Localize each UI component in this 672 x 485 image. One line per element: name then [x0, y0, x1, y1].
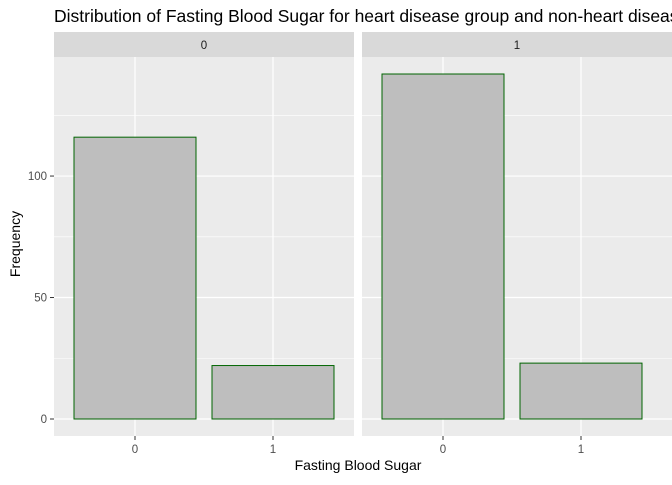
x-tick-label: 0	[440, 444, 446, 456]
y-axis-label: Frequency	[7, 211, 23, 277]
y-tick-label: 50	[34, 293, 47, 305]
facet-strip-label: 0	[201, 40, 207, 52]
bar-0-0	[73, 136, 197, 420]
y-tick-label: 100	[28, 171, 47, 183]
y-tick-label: 0	[41, 414, 47, 426]
bar-0-1	[211, 365, 335, 420]
x-tick-label: 1	[270, 444, 276, 456]
facet-strip	[54, 32, 354, 57]
x-tick-label: 0	[132, 444, 138, 456]
facet-strip	[362, 32, 672, 57]
x-axis-label: Fasting Blood Sugar	[295, 457, 422, 473]
y-axis: 0 50 100	[28, 171, 54, 426]
x-tick-label: 1	[578, 444, 584, 456]
facet-strip-label: 1	[514, 40, 520, 52]
bar-1-1	[519, 362, 643, 420]
chart-title: Distribution of Fasting Blood Sugar for …	[54, 6, 672, 26]
bar-1-0	[381, 73, 505, 420]
facet-panels: 0 0 1 1 0 1 0 50 100	[28, 32, 672, 456]
facet-panel-1: 1 0 1	[362, 32, 672, 456]
facet-panel-0: 0 0 1	[54, 32, 354, 456]
